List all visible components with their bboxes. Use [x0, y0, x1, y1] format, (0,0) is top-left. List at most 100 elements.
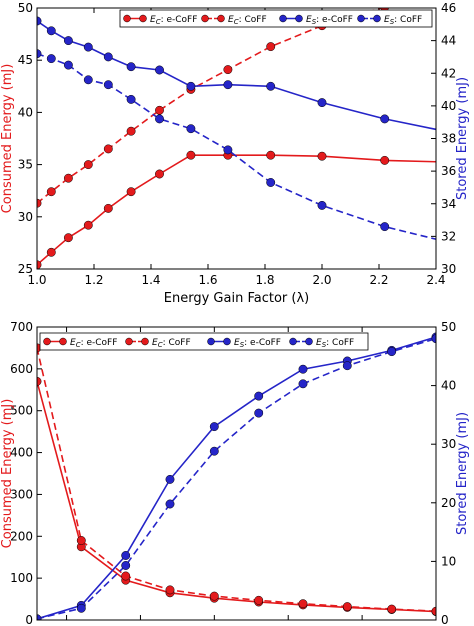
y-right-tick-label: 30 — [441, 437, 456, 451]
data-point — [37, 614, 42, 620]
data-point — [380, 222, 390, 232]
legend-label: ES: CoFF — [316, 338, 354, 349]
data-point — [223, 145, 233, 155]
y-left-tick-label: 700 — [10, 320, 33, 334]
legend-label: EC: CoFF — [152, 338, 191, 349]
data-point — [155, 169, 164, 179]
data-point — [37, 16, 42, 26]
y-left-tick-label: 25 — [18, 262, 33, 276]
data-point — [121, 561, 131, 570]
series-line — [37, 336, 436, 620]
data-point — [155, 114, 164, 124]
legend: EC: e-CoFF EC: CoFF ES: e-CoFF ES: CoFF — [119, 9, 433, 28]
series-2 — [37, 343, 436, 616]
x-tick-label: 20 — [281, 624, 296, 626]
data-point — [266, 81, 276, 91]
data-point — [342, 602, 352, 612]
y-left-tick-label: 40 — [18, 105, 33, 119]
series-line — [37, 337, 436, 620]
y-left-tick-label: 45 — [18, 53, 33, 67]
y-left-axis-label: Consumed Energy (mJ) — [0, 399, 15, 549]
legend-marker — [305, 337, 313, 346]
data-point — [380, 155, 390, 165]
legend-marker — [43, 337, 51, 346]
data-point — [298, 599, 308, 609]
chart-panel-2: 5101520253001002003004005006007000102030… — [0, 320, 470, 626]
data-point — [186, 124, 196, 134]
y-right-tick-label: 44 — [441, 34, 456, 48]
y-left-tick-label: 600 — [10, 362, 33, 376]
data-point — [317, 200, 327, 210]
x-tick-label: 2.2 — [369, 273, 388, 287]
data-point — [380, 114, 390, 124]
legend-marker — [201, 14, 209, 23]
legend-marker — [373, 14, 381, 23]
data-point — [103, 144, 113, 154]
legend-marker — [217, 14, 225, 23]
x-tick-label: 1.0 — [27, 273, 46, 287]
series-line — [37, 381, 436, 613]
data-point — [46, 26, 56, 36]
data-point — [165, 474, 175, 484]
legend-marker — [59, 337, 67, 346]
data-point — [63, 60, 73, 70]
data-point — [223, 65, 233, 75]
x-tick-label: 25 — [354, 624, 369, 626]
data-point — [387, 604, 397, 614]
data-point — [165, 499, 175, 509]
y-left-tick-label: 300 — [10, 487, 33, 501]
legend-label: ES: e-CoFF — [234, 338, 281, 349]
y-right-tick-label: 34 — [441, 197, 456, 211]
y-left-tick-label: 50 — [18, 1, 33, 15]
data-point — [83, 220, 93, 230]
y-right-axis-label: Stored Energy (mJ) — [455, 77, 470, 200]
legend-label: EC: e-CoFF — [150, 15, 197, 26]
data-point — [266, 150, 276, 160]
series-line — [37, 52, 436, 241]
data-point — [223, 80, 233, 90]
series-4 — [37, 334, 436, 620]
data-point — [46, 247, 56, 257]
data-point — [103, 80, 113, 90]
y-right-tick-label: 46 — [441, 1, 456, 15]
data-point — [186, 150, 196, 160]
x-tick-label: 1.4 — [141, 273, 160, 287]
legend-box — [119, 9, 433, 28]
data-point — [126, 94, 136, 104]
data-point — [103, 52, 113, 62]
x-tick-label: 15 — [207, 624, 222, 626]
data-point — [155, 105, 164, 115]
series-3 — [37, 332, 436, 620]
y-right-tick-label: 20 — [441, 496, 456, 510]
y-left-tick-label: 30 — [18, 210, 33, 224]
x-tick-label: 1.2 — [84, 273, 103, 287]
y-left-tick-label: 100 — [10, 571, 33, 585]
series-1 — [37, 376, 436, 617]
data-point — [46, 54, 56, 64]
data-point — [63, 233, 73, 243]
y-left-axis-label: Consumed Energy (mJ) — [0, 64, 15, 214]
series-line — [37, 154, 436, 266]
y-right-tick-label: 38 — [441, 132, 456, 146]
legend-label: ES: CoFF — [384, 15, 422, 26]
x-tick-label: 1.8 — [255, 273, 274, 287]
data-point — [76, 536, 86, 545]
legend-marker — [141, 337, 149, 346]
data-point — [63, 173, 73, 183]
y-right-axis-label: Stored Energy (mJ) — [455, 412, 470, 535]
y-right-tick-label: 50 — [441, 320, 456, 334]
data-point — [186, 81, 196, 91]
series-3 — [37, 16, 436, 131]
legend-marker — [207, 337, 215, 346]
data-point — [266, 178, 276, 187]
data-point — [37, 376, 42, 386]
x-tick-label: 30 — [428, 624, 443, 626]
chart-panel-1: 1.0 1.2 1.4 1.6 1.8 2.0 2.2 2.4 25 30 35 40 45 50 30 32… — [0, 1, 470, 306]
legend-marker — [289, 337, 297, 346]
x-tick-label: 2.0 — [312, 273, 331, 287]
y-right-tick-label: 36 — [441, 164, 456, 178]
y-right-tick-label: 40 — [441, 99, 456, 113]
series-line — [37, 20, 436, 131]
data-point — [37, 260, 42, 269]
